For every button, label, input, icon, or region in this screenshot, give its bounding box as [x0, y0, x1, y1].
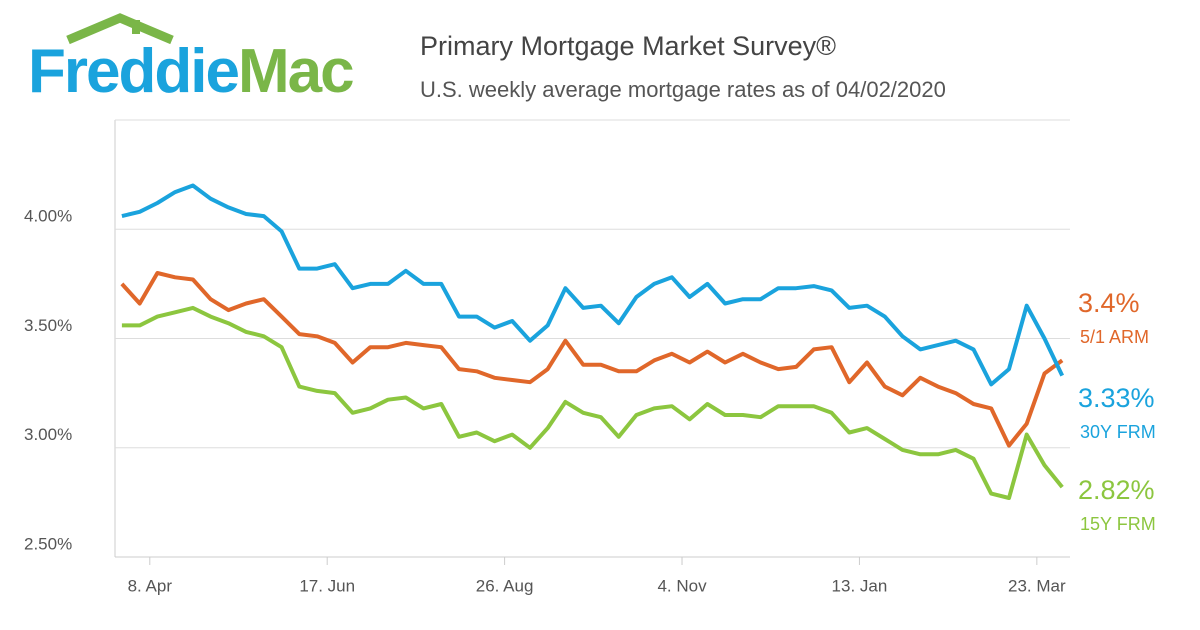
end-value-label: 2.82%	[1078, 475, 1155, 505]
legend-label: 15Y FRM	[1080, 514, 1156, 534]
y-tick-label: 4.00%	[24, 207, 72, 226]
plot-area	[120, 183, 1065, 500]
logo-roof	[66, 13, 174, 45]
x-tick-label: 23. Mar	[1008, 576, 1066, 595]
series-line	[120, 271, 1064, 448]
x-tick-label: 13. Jan	[832, 576, 888, 595]
x-tick-label: 8. Apr	[128, 576, 173, 595]
logo-chimney	[132, 20, 140, 34]
y-tick-label: 3.00%	[24, 425, 72, 444]
legend-label: 5/1 ARM	[1080, 327, 1149, 347]
series-line	[121, 305, 1064, 500]
end-value-label: 3.4%	[1078, 288, 1140, 318]
x-tick-label: 17. Jun	[299, 576, 355, 595]
series-line	[121, 183, 1065, 387]
x-tick-label: 4. Nov	[657, 576, 707, 595]
logo-part: Freddie	[28, 37, 238, 106]
y-tick-label: 3.50%	[24, 316, 72, 335]
x-tick-label: 26. Aug	[476, 576, 534, 595]
y-tick-label: 2.50%	[24, 534, 72, 553]
logo-text: FreddieMac	[28, 37, 353, 106]
chart-title: Primary Mortgage Market Survey®	[420, 31, 836, 61]
end-value-label: 3.33%	[1078, 383, 1155, 413]
logo-part: Mac	[238, 37, 353, 106]
chart-subtitle: U.S. weekly average mortgage rates as of…	[420, 77, 946, 102]
legend-label: 30Y FRM	[1080, 422, 1156, 442]
